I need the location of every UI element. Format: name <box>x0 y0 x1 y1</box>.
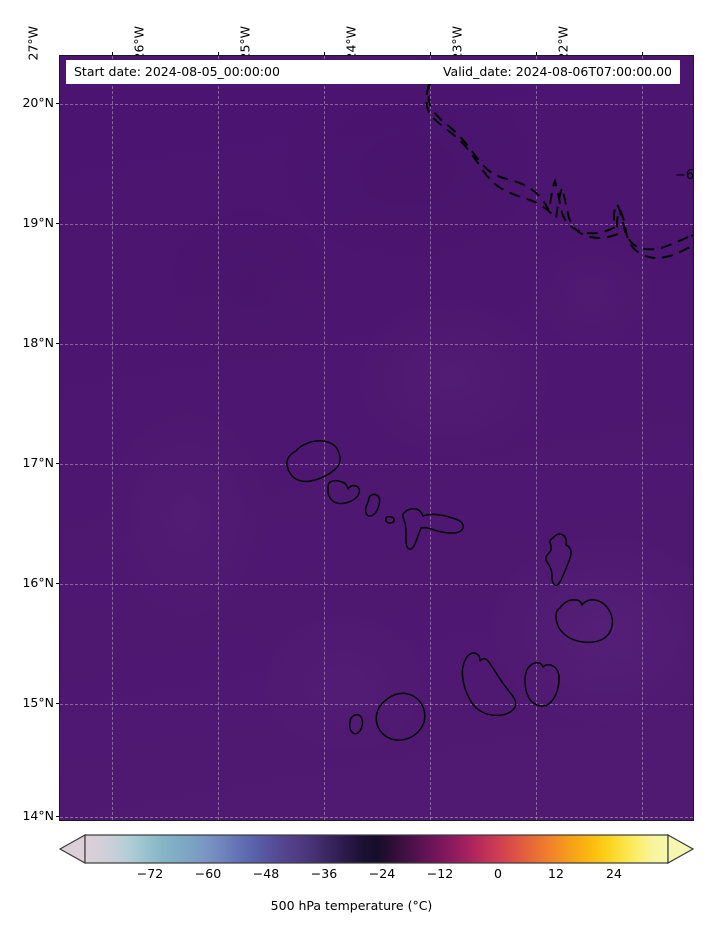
x-tick-label-27w: 27°W <box>25 25 41 61</box>
x-tick-mark <box>536 52 537 56</box>
colorbar-axis-title: 500 hPa temperature (°C) <box>270 898 433 913</box>
coastline-brava <box>348 714 364 735</box>
colorbar-extend-left <box>59 834 86 864</box>
colorbar-extend-right <box>667 834 694 864</box>
start-date-text: Start date: 2024-08-05_00:00:00 <box>74 63 280 79</box>
colorbar-tick-12: 12 <box>548 866 564 881</box>
y-tick-mark <box>56 223 60 224</box>
y-tick-label-14n: 14°N <box>22 808 54 823</box>
y-tick-mark <box>56 816 60 817</box>
contour-minus-6 <box>425 83 693 260</box>
colorbar-tick-zero: 0 <box>494 866 502 881</box>
y-tick-label-15n: 15°N <box>22 695 54 710</box>
colorbar[interactable]: −72 −60 −48 −36 −24 −12 0 12 24 <box>59 834 694 880</box>
x-tick-mark <box>324 52 325 56</box>
y-tick-label-16n: 16°N <box>22 575 54 590</box>
colorbar-tick-minus48: −48 <box>252 866 280 881</box>
coastline-santiago <box>461 652 517 717</box>
valid-date-text: Valid_date: 2024-08-06T07:00:00.00 <box>442 63 672 79</box>
x-tick-mark <box>218 52 219 56</box>
x-tick-mark <box>112 52 113 56</box>
x-tick-mark <box>430 52 431 56</box>
coastline-branco-islet <box>385 515 395 524</box>
colorbar-bar <box>84 834 669 864</box>
colorbar-tick-minus24: −24 <box>368 866 396 881</box>
date-info-banner: Start date: 2024-08-05_00:00:00 Valid_da… <box>66 60 680 84</box>
colorbar-tick-minus60: −60 <box>194 866 222 881</box>
coastline-santo-antao <box>286 440 341 483</box>
y-tick-mark <box>56 343 60 344</box>
geography-layer: −6 <box>286 83 694 741</box>
coastline-santa-luzia <box>364 493 381 517</box>
coastline-maio <box>524 662 560 707</box>
colorbar-tick-24: 24 <box>606 866 622 881</box>
x-tick-mark <box>642 52 643 56</box>
coastline-sal <box>545 533 572 586</box>
contour-label-minus-6: −6 <box>675 168 694 183</box>
y-tick-mark <box>56 463 60 464</box>
coastline-sao-nicolau <box>402 508 464 550</box>
coastline-sao-vicente <box>327 479 361 505</box>
y-tick-label-17n: 17°N <box>22 455 54 470</box>
y-tick-label-18n: 18°N <box>22 335 54 350</box>
map-plot-area[interactable]: −6 <box>59 55 694 821</box>
coastline-boa-vista <box>555 599 614 644</box>
y-tick-mark <box>56 583 60 584</box>
colorbar-tick-minus12: −12 <box>426 866 454 881</box>
coastline-fogo <box>375 692 426 741</box>
y-tick-label-20n: 20°N <box>22 95 54 110</box>
y-tick-mark <box>56 703 60 704</box>
colorbar-tick-minus36: −36 <box>310 866 338 881</box>
colorbar-gradient <box>59 834 694 864</box>
colorbar-tick-minus72: −72 <box>136 866 164 881</box>
y-tick-label-19n: 19°N <box>22 215 54 230</box>
y-tick-mark <box>56 103 60 104</box>
